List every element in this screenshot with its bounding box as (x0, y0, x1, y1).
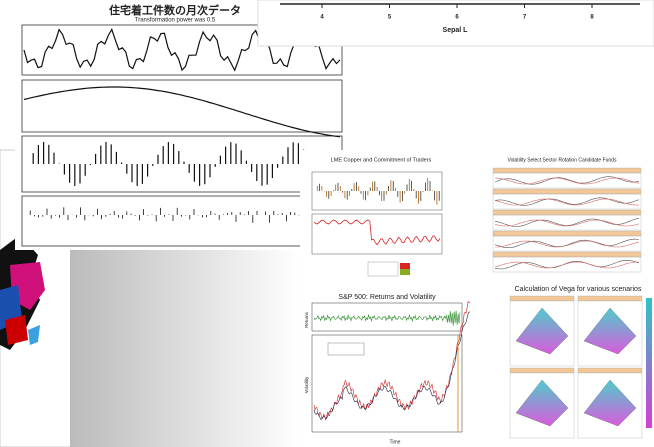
collage: 住宅着工件数の月次データ Transformation power was 0.… (0, 0, 654, 447)
strip (510, 368, 574, 373)
color-scale (646, 298, 652, 428)
sp500-panel (300, 290, 475, 447)
chart-title: 住宅着工件数の月次データ (109, 3, 241, 17)
legend-box (328, 343, 364, 355)
chart-title: Calculation of Vega for various scenario… (515, 286, 642, 293)
axis-title: Time (390, 439, 401, 445)
axis-title: Volatility (304, 376, 309, 393)
legend-box (368, 262, 398, 276)
chart-subtitle: Transformation power was 0.5 (135, 18, 216, 24)
strip (493, 231, 641, 236)
axis-title: Sepal L (443, 27, 469, 34)
chart-title: S&P 500: Returns and Volatility (338, 294, 436, 301)
strip (510, 296, 574, 301)
chart-title: Volatility Select Sector Rotation Candid… (508, 157, 617, 163)
strip (578, 296, 642, 301)
strip (493, 189, 641, 194)
legend-swatch (400, 269, 410, 275)
strip (493, 168, 641, 173)
strip (493, 252, 641, 257)
legend-swatch (400, 263, 410, 269)
strip (578, 368, 642, 373)
iris-panel (258, 0, 654, 46)
strip (493, 210, 641, 215)
map-region (5, 315, 28, 345)
chart-title: LME Copper and Commitment of Traders (331, 157, 432, 163)
axis-title: Returns (304, 311, 309, 328)
